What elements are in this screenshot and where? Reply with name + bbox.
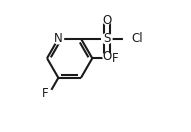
Circle shape	[53, 34, 64, 44]
Circle shape	[102, 34, 112, 44]
Text: O: O	[102, 14, 111, 27]
Text: Cl: Cl	[131, 32, 143, 45]
Circle shape	[103, 17, 111, 24]
Text: S: S	[103, 32, 111, 45]
Circle shape	[103, 53, 111, 61]
Text: F: F	[41, 87, 48, 100]
Text: O: O	[102, 50, 111, 63]
Circle shape	[46, 90, 53, 97]
Circle shape	[107, 55, 114, 62]
Circle shape	[124, 32, 137, 45]
Text: F: F	[112, 52, 118, 65]
Text: N: N	[54, 32, 63, 45]
